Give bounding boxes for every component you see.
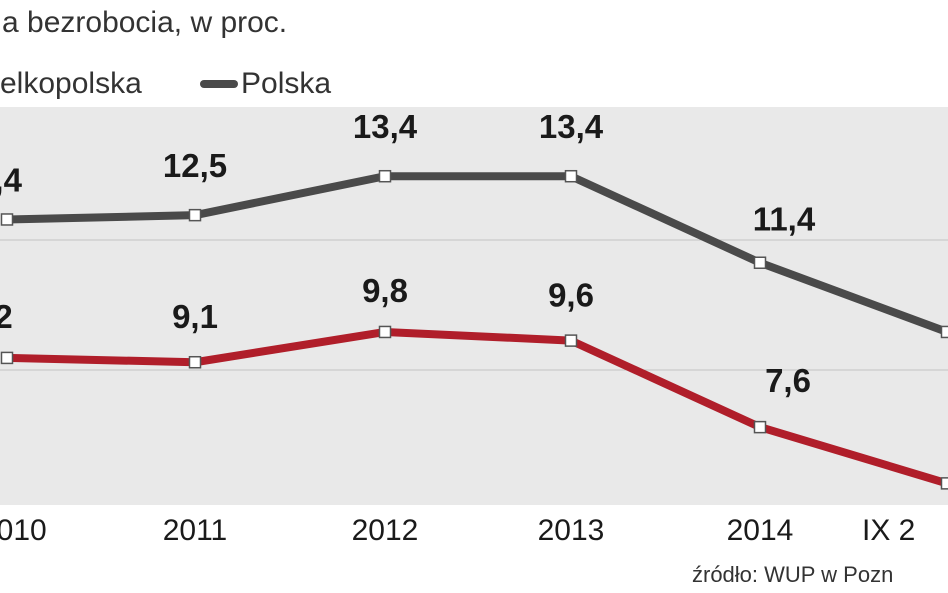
legend-label-0: elkopolska xyxy=(0,67,142,100)
x-tick-label: IX 2 xyxy=(862,514,915,547)
data-point xyxy=(753,256,767,269)
data-point xyxy=(940,325,948,339)
x-axis: 2010 2011 2012 2013 2014 IX 2 xyxy=(0,514,915,547)
x-tick-label: 2011 xyxy=(163,514,228,547)
x-tick-label: 2010 xyxy=(0,514,47,547)
data-label: 2,4 xyxy=(0,161,23,198)
legend: elkopolska Polska xyxy=(0,67,331,100)
data-point xyxy=(564,169,578,183)
series-layer xyxy=(0,169,948,490)
data-label: 12,5 xyxy=(163,147,227,184)
legend-label-1: Polska xyxy=(241,67,331,100)
data-point xyxy=(378,169,392,183)
data-label: 13,4 xyxy=(353,108,418,145)
data-point xyxy=(188,355,202,369)
x-tick-label: 2012 xyxy=(352,514,419,547)
source-note: źródło: WUP w Pozn xyxy=(692,562,893,587)
chart-subtitle: a bezrobocia, w proc. xyxy=(2,6,287,39)
data-label: 13,4 xyxy=(539,108,604,145)
data-point xyxy=(188,208,202,222)
data-label-layer: ,2 9,1 9,8 9,6 7,6 2,4 12,5 13,4 13,4 11,4 xyxy=(0,108,816,399)
plot-background xyxy=(0,107,948,505)
gridlines xyxy=(0,239,948,371)
data-point xyxy=(564,334,578,347)
series-line-0 xyxy=(3,327,948,488)
data-label: 7,6 xyxy=(765,362,811,399)
data-point xyxy=(753,420,767,434)
data-label: 11,4 xyxy=(753,201,816,238)
data-point xyxy=(940,477,948,490)
data-label: 9,1 xyxy=(172,298,218,335)
series-line-1 xyxy=(3,172,948,336)
data-point xyxy=(378,325,392,339)
data-point xyxy=(0,351,14,365)
data-label: 9,6 xyxy=(548,277,594,314)
data-label: 9,8 xyxy=(362,272,408,309)
x-tick-label: 2014 xyxy=(727,514,794,547)
data-point xyxy=(0,213,14,226)
x-tick-label: 2013 xyxy=(538,514,605,547)
data-label: ,2 xyxy=(0,298,13,335)
